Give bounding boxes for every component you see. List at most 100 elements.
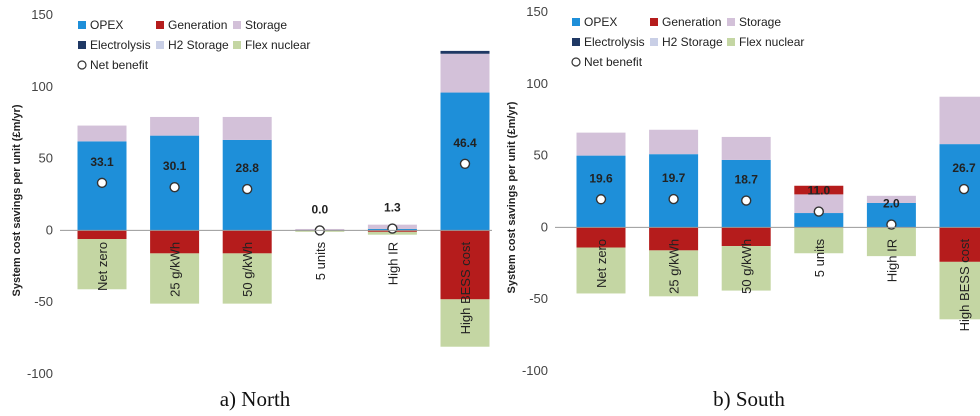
net-benefit-point bbox=[169, 181, 180, 193]
legend-label: Generation bbox=[168, 18, 227, 32]
chart-panel-north: -100 -50 0 50 100 150 System cost savings per … bbox=[11, 7, 492, 411]
y-tick-label: 150 bbox=[31, 7, 53, 22]
net-benefit-label: 19.6 bbox=[589, 171, 613, 185]
category-label: 50 g/kWh bbox=[739, 239, 754, 294]
y-axis-title: System cost savings per unit (£m/yr) bbox=[506, 101, 518, 293]
category-label: 5 units bbox=[313, 241, 328, 280]
legend-swatch-electrolysis bbox=[572, 38, 580, 46]
y-axis-title: System cost savings per unit (£m/yr) bbox=[11, 104, 23, 296]
bar-segment-electrolysis bbox=[440, 50, 490, 54]
category-label: High BESS cost bbox=[458, 242, 473, 335]
bar-segment-opex bbox=[939, 144, 980, 228]
net-benefit-label: 28.8 bbox=[236, 161, 260, 175]
bar-segment-generation bbox=[649, 227, 699, 251]
legend-label: OPEX bbox=[584, 15, 617, 29]
bar-segment-flex-nuclear bbox=[222, 253, 272, 304]
bar-segment-flex-nuclear bbox=[721, 246, 771, 291]
category-label: 5 units bbox=[812, 238, 827, 277]
net-benefit-label: 2.0 bbox=[883, 197, 900, 211]
legend-label: OPEX bbox=[90, 18, 123, 32]
bar-segment-opex bbox=[721, 159, 771, 228]
bar-segment-storage bbox=[576, 132, 626, 156]
bar-segment-generation bbox=[440, 230, 490, 300]
bar-segment-generation bbox=[794, 185, 844, 195]
legend-swatch-net-benefit bbox=[571, 57, 581, 67]
bar-segment-storage bbox=[721, 136, 771, 160]
category-label: 25 g/kWh bbox=[168, 242, 183, 297]
panel-caption: a) North bbox=[220, 387, 291, 411]
legend-swatch-storage bbox=[233, 21, 241, 29]
net-benefit-point bbox=[387, 223, 398, 234]
category-label: High IR bbox=[884, 239, 899, 282]
net-benefit-label: 33.1 bbox=[90, 155, 114, 169]
legend-label: Storage bbox=[245, 18, 287, 32]
bar-segment-generation bbox=[721, 227, 771, 247]
bar-segment-generation bbox=[150, 230, 200, 254]
legend-swatch-generation bbox=[156, 21, 164, 29]
legend-swatch-opex bbox=[78, 21, 86, 29]
bar-segment-storage bbox=[866, 195, 916, 203]
net-benefit-point bbox=[886, 219, 897, 230]
legend-swatch-h2-storage bbox=[650, 38, 658, 46]
legend-label: Electrolysis bbox=[90, 38, 151, 52]
net-benefit-label: 1.3 bbox=[384, 201, 401, 215]
legend-label: Storage bbox=[739, 15, 781, 29]
bar-segment-generation bbox=[77, 230, 127, 240]
net-benefit-label: 19.7 bbox=[662, 171, 686, 185]
net-benefit-label: 18.7 bbox=[735, 173, 759, 187]
category-label: Net zero bbox=[95, 242, 110, 291]
net-benefit-label: 46.4 bbox=[453, 136, 477, 150]
bar-segment-flex-nuclear bbox=[649, 250, 699, 297]
category-label: 50 g/kWh bbox=[240, 242, 255, 297]
bar-segment-flex-nuclear bbox=[939, 261, 980, 320]
legend: OPEX Generation Storage Electrolysis H2 Stor… bbox=[77, 18, 310, 72]
legend-swatch-flex-nuclear bbox=[233, 41, 241, 49]
legend-swatch-h2-storage bbox=[156, 41, 164, 49]
y-tick-label: 100 bbox=[31, 79, 53, 94]
category-label: High IR bbox=[385, 242, 400, 285]
bar-segment-flex-nuclear bbox=[150, 253, 200, 304]
legend-label: Flex nuclear bbox=[245, 38, 310, 52]
legend-label: Electrolysis bbox=[584, 35, 645, 49]
net-benefit-label: 0.0 bbox=[311, 202, 328, 216]
y-tick-label: 50 bbox=[534, 148, 548, 163]
bar-segment-generation bbox=[576, 227, 626, 248]
bar-segment-flex-nuclear bbox=[576, 247, 626, 294]
y-tick-label: 0 bbox=[46, 222, 53, 237]
y-tick-label: 100 bbox=[526, 76, 548, 91]
category-label: 25 g/kWh bbox=[667, 239, 682, 294]
legend-label: Net benefit bbox=[90, 58, 149, 72]
y-tick-label: 0 bbox=[541, 219, 548, 234]
legend-swatch-net-benefit bbox=[77, 60, 87, 70]
y-tick-label: -100 bbox=[27, 366, 53, 381]
legend-swatch-flex-nuclear bbox=[727, 38, 735, 46]
bar-segment-flex-nuclear bbox=[440, 299, 490, 347]
legend-label: Net benefit bbox=[584, 55, 643, 69]
y-tick-label: -50 bbox=[529, 291, 548, 306]
legend-label: Generation bbox=[662, 15, 721, 29]
net-benefit-point bbox=[668, 193, 679, 205]
bar-segment-flex-nuclear bbox=[866, 227, 916, 257]
legend-swatch-opex bbox=[572, 18, 580, 26]
category-label: High BESS cost bbox=[957, 239, 972, 332]
bar-segment-generation bbox=[939, 227, 980, 262]
y-tick-label: 150 bbox=[526, 4, 548, 19]
net-benefit-label: 11.0 bbox=[807, 184, 830, 198]
legend-swatch-electrolysis bbox=[78, 41, 86, 49]
chart-panel-south: -100 -50 0 50 100 150 System cost savings per … bbox=[506, 4, 980, 411]
net-benefit-point bbox=[958, 183, 970, 195]
bar-segment-storage bbox=[77, 125, 127, 142]
legend-swatch-storage bbox=[727, 18, 735, 26]
category-label: Net zero bbox=[594, 239, 609, 288]
bar-segment-generation bbox=[222, 230, 272, 254]
bar-segment-storage bbox=[794, 194, 844, 214]
bar-segment-storage bbox=[649, 129, 699, 155]
net-benefit-label: 30.1 bbox=[163, 159, 187, 173]
bar-segment-storage bbox=[440, 53, 490, 93]
net-benefit-point bbox=[813, 206, 824, 217]
y-tick-label: -50 bbox=[34, 294, 53, 309]
legend-swatch-generation bbox=[650, 18, 658, 26]
net-benefit-point bbox=[241, 183, 253, 195]
bar-segment-storage bbox=[939, 96, 980, 145]
